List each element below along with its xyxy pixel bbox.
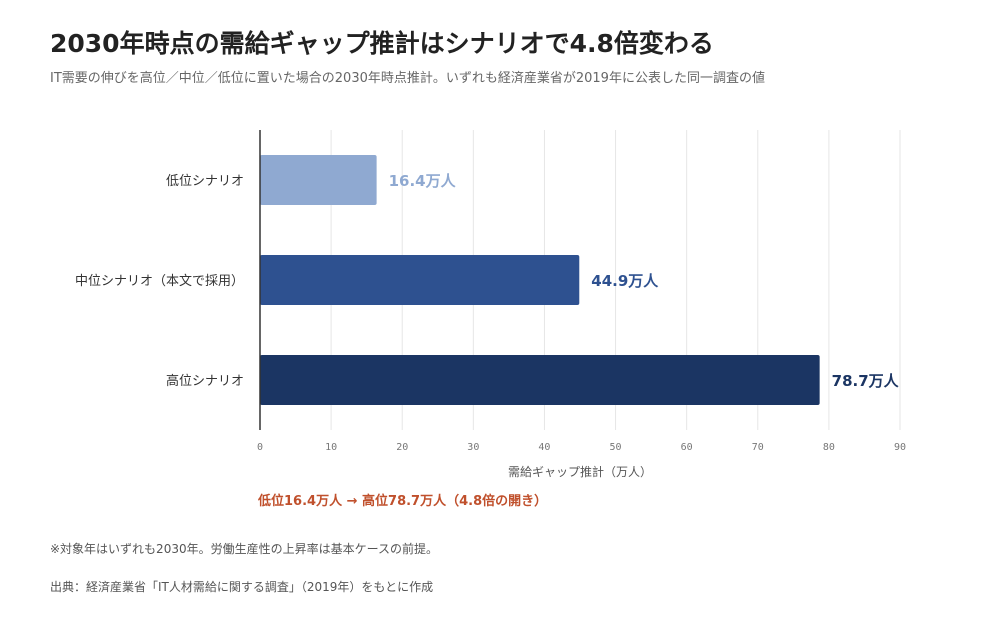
chart-title: 2030年時点の需給ギャップ推計はシナリオで4.8倍変わる	[50, 29, 714, 58]
value-label: 78.7万人	[832, 372, 900, 390]
category-label: 中位シナリオ（本文で採用）	[75, 274, 244, 289]
value-label: 44.9万人	[591, 272, 659, 290]
bar	[260, 155, 377, 205]
x-axis-title: 需給ギャップ推計（万人）	[508, 464, 652, 479]
source-note: 出典：経済産業省「IT人材需給に関する調査」（2019年）をもとに作成	[50, 580, 434, 594]
x-tick-label: 40	[538, 442, 550, 453]
x-tick-label: 80	[823, 442, 835, 453]
x-tick-label: 30	[467, 442, 479, 453]
x-tick-label: 20	[396, 442, 408, 453]
category-label: 低位シナリオ	[166, 174, 244, 189]
x-tick-label: 50	[610, 442, 622, 453]
bar	[260, 255, 580, 305]
bar	[260, 355, 820, 405]
x-tick-label: 90	[894, 442, 906, 453]
footnote: ※対象年はいずれも2030年。労働生産性の上昇率は基本ケースの前提。	[50, 542, 438, 556]
x-tick-label: 60	[681, 442, 693, 453]
range-highlight: 低位16.4万人 → 高位78.7万人（4.8倍の開き）	[258, 494, 548, 509]
chart-subtitle: IT需要の伸びを高位／中位／低位に置いた場合の2030年時点推計。いずれも経済産…	[50, 71, 765, 86]
category-label: 高位シナリオ	[166, 373, 244, 389]
x-tick-label: 10	[325, 442, 337, 453]
x-tick-label: 70	[752, 442, 764, 453]
x-tick-label: 0	[257, 442, 263, 453]
value-label: 16.4万人	[389, 172, 457, 190]
